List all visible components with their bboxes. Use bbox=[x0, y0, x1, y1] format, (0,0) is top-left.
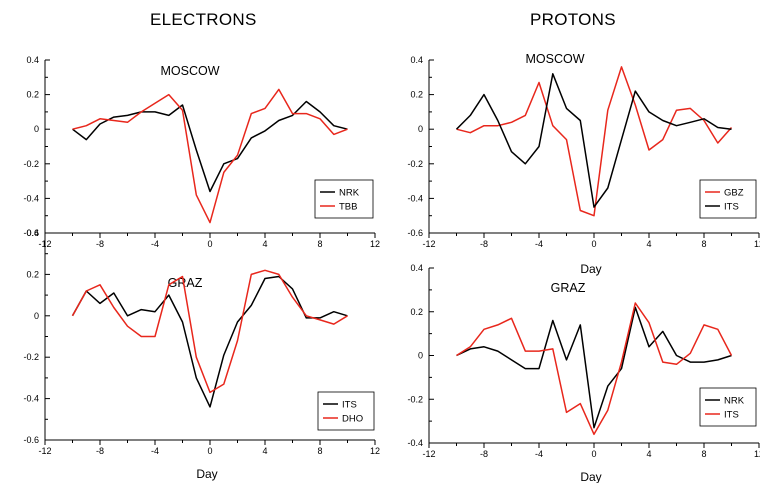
y-tick-label: -0.2 bbox=[407, 159, 423, 169]
x-tick-label: 4 bbox=[646, 449, 651, 459]
y-tick-label: -0.6 bbox=[23, 435, 39, 445]
x-tick-label: 4 bbox=[646, 239, 651, 249]
x-tick-label: 4 bbox=[262, 239, 267, 249]
y-tick-label: 0.2 bbox=[410, 90, 423, 100]
x-tick-label: -8 bbox=[96, 239, 104, 249]
x-tick-label: 0 bbox=[207, 446, 212, 456]
legend-label: ITS bbox=[724, 202, 739, 213]
legend-label: NRK bbox=[724, 396, 745, 407]
x-tick-label: 12 bbox=[370, 446, 380, 456]
x-tick-label: -12 bbox=[38, 446, 51, 456]
panel-title: GRAZ bbox=[551, 281, 586, 295]
x-tick-label: 0 bbox=[591, 449, 596, 459]
y-tick-label: -0.2 bbox=[23, 159, 39, 169]
y-tick-label: -0.4 bbox=[23, 394, 39, 404]
panel-title: MOSCOW bbox=[525, 52, 584, 66]
x-tick-label: -12 bbox=[422, 449, 435, 459]
series-line-nrk bbox=[456, 306, 732, 429]
y-tick-label: -0.2 bbox=[23, 352, 39, 362]
series-line-tbb bbox=[72, 88, 348, 224]
x-tick-label: 8 bbox=[701, 239, 706, 249]
x-axis-label: Day bbox=[580, 262, 601, 276]
series-line-its bbox=[71, 275, 348, 408]
x-tick-label: 0 bbox=[591, 239, 596, 249]
legend-label: TBB bbox=[339, 202, 357, 213]
y-tick-label: -0.6 bbox=[23, 228, 39, 238]
x-tick-label: -4 bbox=[535, 239, 543, 249]
series-line-its bbox=[455, 73, 732, 208]
legend: GBZ ITS bbox=[699, 179, 757, 219]
y-tick-label: -0.6 bbox=[407, 228, 423, 238]
column-title-electrons: ELECTRONS bbox=[150, 10, 257, 29]
y-tick-label: 0.4 bbox=[26, 55, 39, 65]
y-tick-label: -0.2 bbox=[407, 394, 423, 404]
y-tick-label: 0 bbox=[34, 124, 39, 134]
x-tick-label: -8 bbox=[480, 239, 488, 249]
x-tick-label: 12 bbox=[754, 239, 760, 249]
x-tick-label: 0 bbox=[207, 239, 212, 249]
y-tick-label: 0.4 bbox=[410, 263, 423, 273]
x-tick-label: -4 bbox=[535, 449, 543, 459]
legend: ITS DHO bbox=[317, 391, 375, 431]
panel-title: MOSCOW bbox=[160, 64, 219, 78]
y-tick-label: 0.2 bbox=[26, 90, 39, 100]
y-tick-label: 0.2 bbox=[26, 269, 39, 279]
legend-label: ITS bbox=[724, 410, 739, 421]
legend-box bbox=[314, 179, 374, 219]
chart-electrons-moscow: -0.6-0.4-0.200.20.4-12 -8 -4 0 4 8 12MOSCOWNRK… bbox=[23, 55, 380, 249]
x-tick-label: 4 bbox=[262, 446, 267, 456]
y-tick-label: 0.4 bbox=[410, 55, 423, 65]
y-tick-label: 0.4 bbox=[26, 228, 39, 238]
x-tick-label: 8 bbox=[701, 449, 706, 459]
y-tick-label: -0.4 bbox=[407, 193, 423, 203]
y-tick-label: -0.4 bbox=[23, 193, 39, 203]
x-tick-label: -4 bbox=[151, 239, 159, 249]
chart-protons-graz: -0.4 -0.2 0 0.2 0.4 -12 -8 -4 0 4 8 12 Day GRAZ NRK ITS bbox=[407, 263, 760, 483]
legend-box bbox=[699, 179, 757, 219]
legend-label: GBZ bbox=[724, 188, 744, 199]
x-tick-label: -12 bbox=[422, 239, 435, 249]
y-tick-label: -0.4 bbox=[407, 438, 423, 448]
legend-label: NRK bbox=[339, 188, 360, 199]
column-title-protons: PROTONS bbox=[530, 10, 616, 29]
series-line-dho bbox=[71, 269, 348, 394]
x-tick-label: -8 bbox=[96, 446, 104, 456]
x-axis-label: Day bbox=[580, 470, 601, 483]
series-line-its bbox=[456, 302, 733, 436]
x-tick-label: -8 bbox=[480, 449, 488, 459]
x-tick-label: 12 bbox=[754, 449, 760, 459]
series-line-nrk bbox=[72, 100, 348, 193]
x-tick-label: -4 bbox=[151, 446, 159, 456]
legend-label: ITS bbox=[342, 400, 357, 411]
x-axis-label: Day bbox=[196, 467, 217, 481]
y-tick-label: 0.2 bbox=[410, 307, 423, 317]
legend-box bbox=[699, 387, 757, 427]
legend-box bbox=[317, 391, 375, 431]
legend-label: DHO bbox=[342, 414, 363, 425]
y-tick-label: 0 bbox=[418, 124, 423, 134]
x-tick-label: 8 bbox=[317, 446, 322, 456]
x-tick-label: 12 bbox=[370, 239, 380, 249]
y-tick-label: 0 bbox=[34, 311, 39, 321]
chart-electrons-graz: -0.6-0.4-0.200.20.4-12 -8 -4 0 4 8 12DayGRAZIT… bbox=[23, 228, 380, 481]
series-line-gbz bbox=[456, 66, 733, 217]
legend: NRK TBB bbox=[314, 179, 374, 219]
chart-protons-moscow: -0.6 -0.4 -0.2 0 0.2 0.4 -12 -8 -4 0 4 8 12 Day MOSCOW… bbox=[407, 52, 760, 276]
y-tick-label: 0 bbox=[418, 351, 423, 361]
x-tick-label: 8 bbox=[317, 239, 322, 249]
legend: NRK ITS bbox=[699, 387, 757, 427]
